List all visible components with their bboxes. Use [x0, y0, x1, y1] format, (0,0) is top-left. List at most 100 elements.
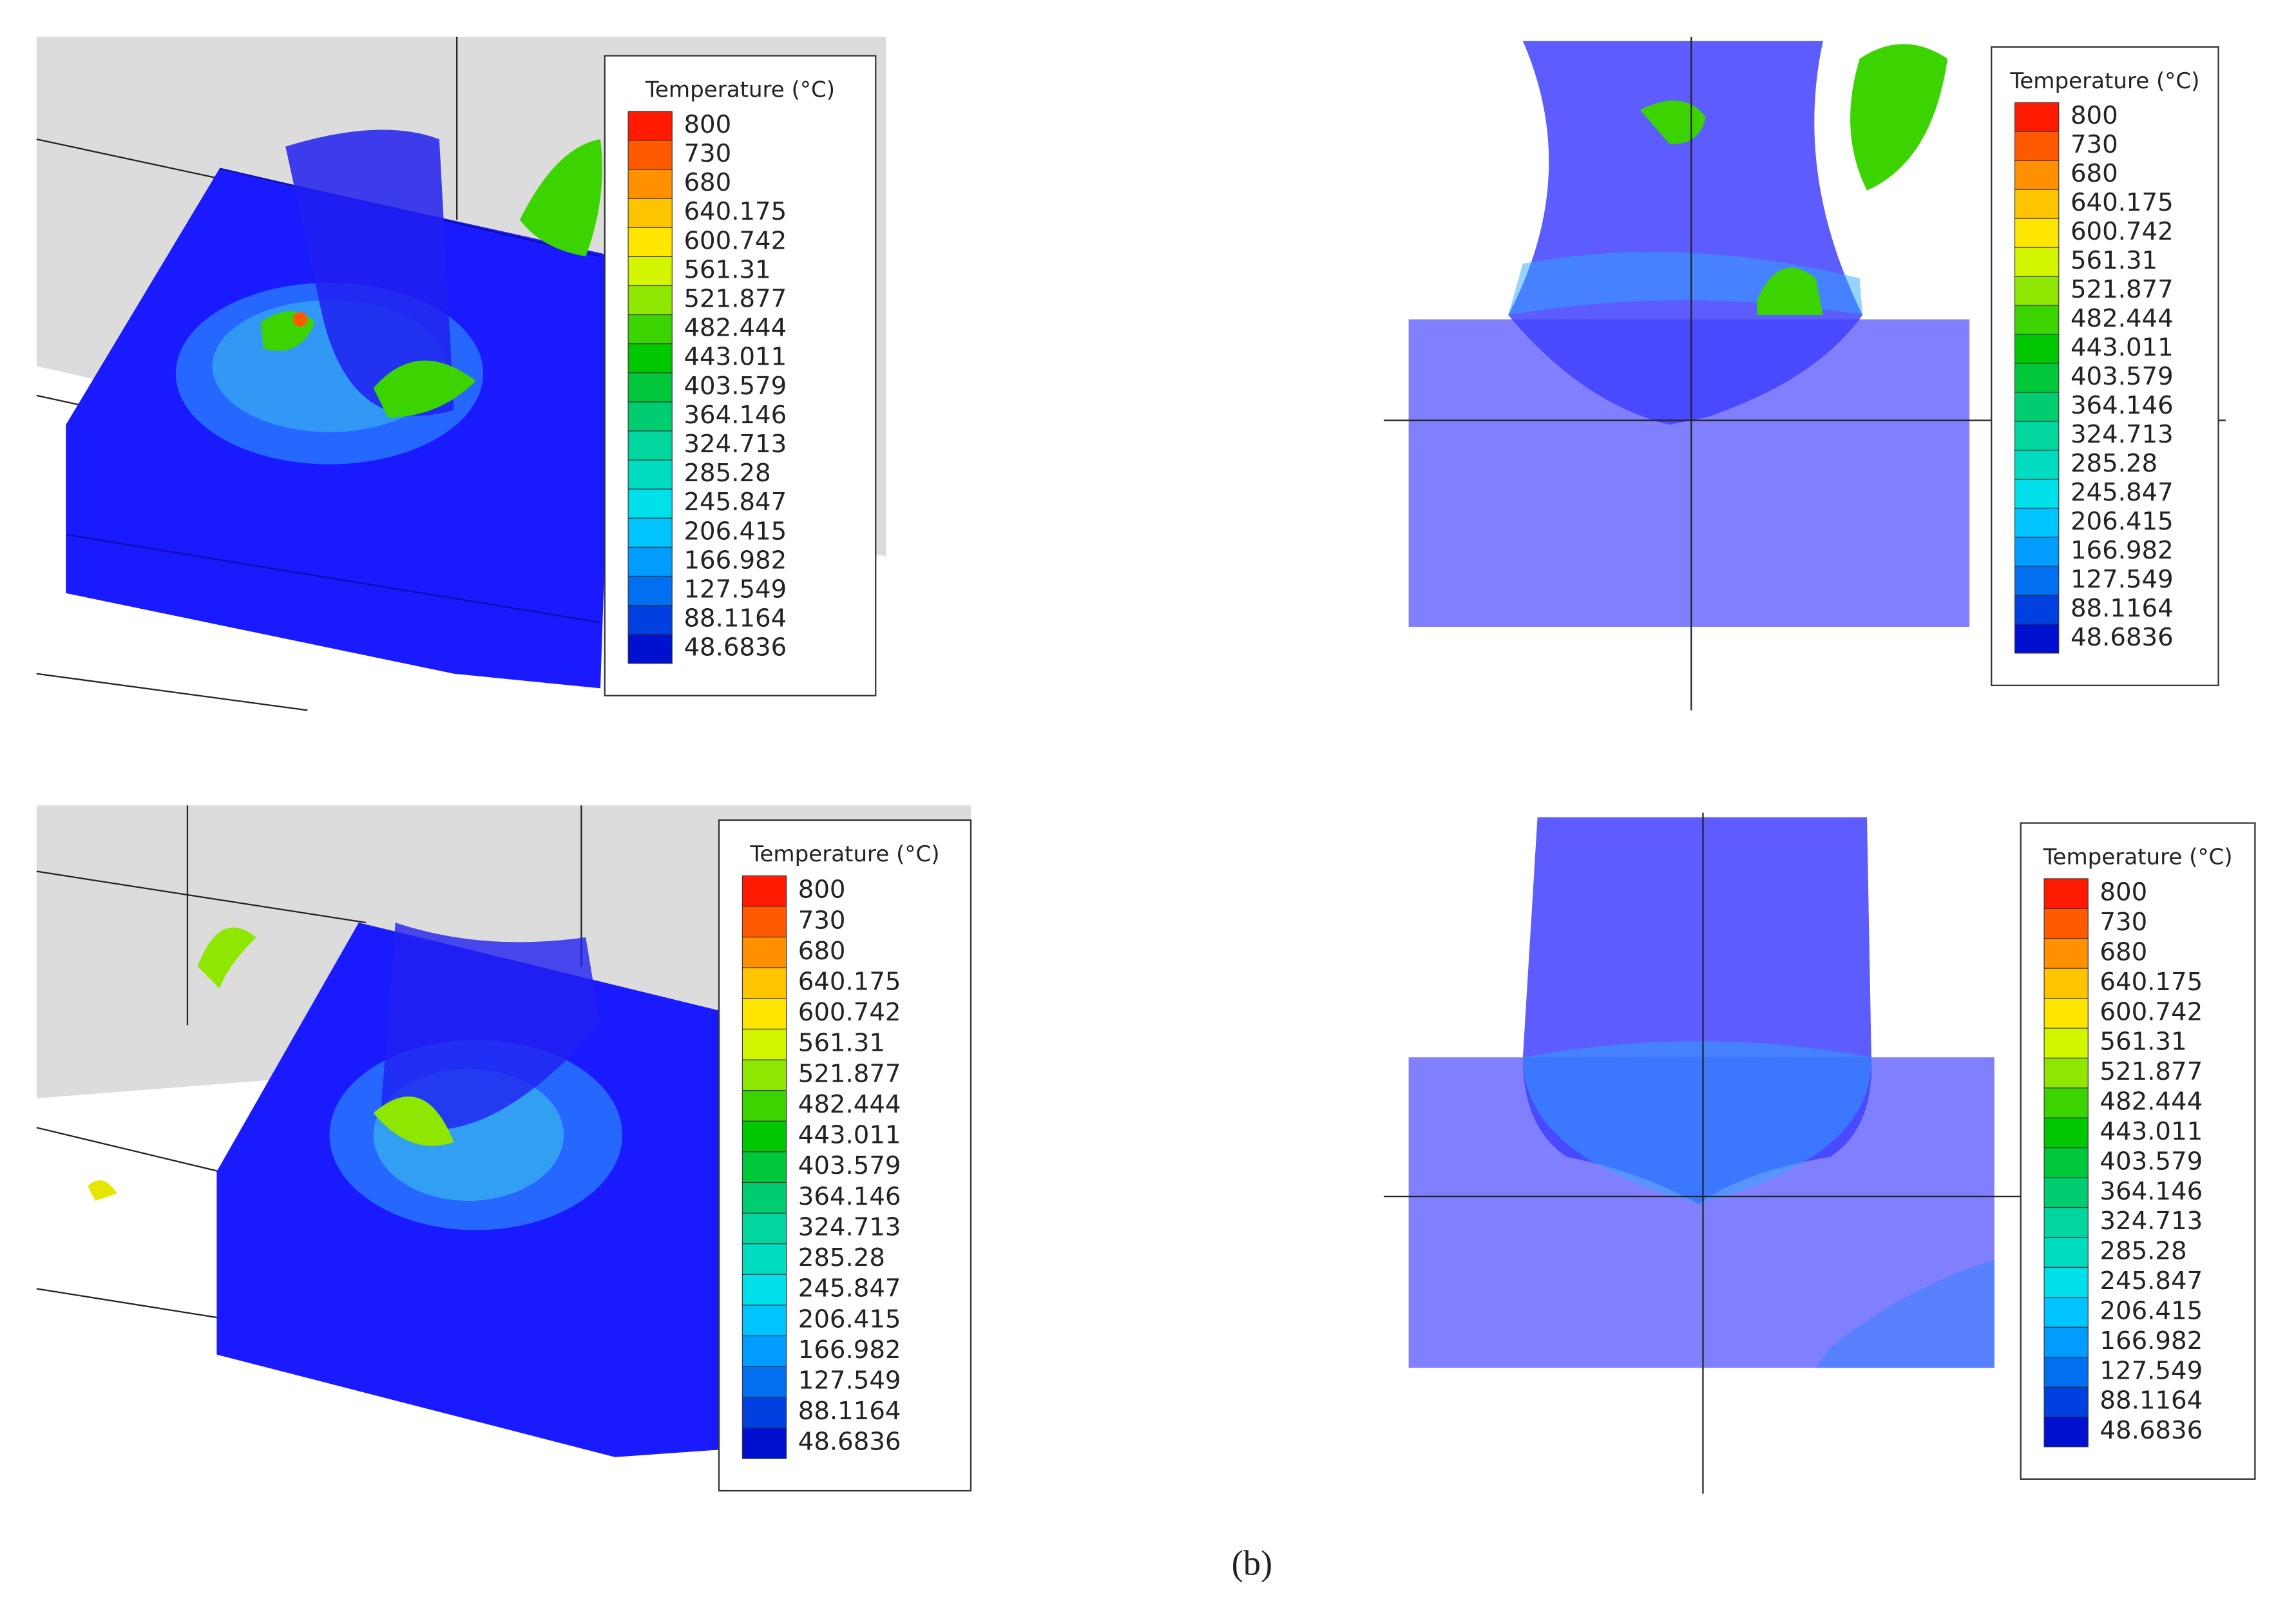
swatch: [2014, 131, 2060, 161]
legend-label: 206.415: [798, 1305, 901, 1334]
swatch: [627, 372, 673, 403]
swatch: [2014, 392, 2060, 422]
legend-label: 443.011: [798, 1121, 901, 1150]
legend: Temperature (°C)800730680640.175600.7425…: [1991, 46, 2219, 687]
legend-label: 600.742: [2071, 217, 2174, 246]
swatch: [2014, 450, 2060, 480]
legend-label: 800: [2100, 878, 2147, 907]
swatch: [741, 906, 787, 938]
legend-label: 166.982: [798, 1335, 901, 1364]
swatch: [627, 488, 673, 519]
swatch: [2043, 878, 2089, 909]
legend-label: 482.444: [2100, 1087, 2203, 1116]
swatch: [627, 169, 673, 199]
swatch: [627, 546, 673, 577]
legend: Temperature (°C)800730680640.175600.7425…: [718, 819, 972, 1492]
swatch: [2014, 479, 2060, 509]
legend-label: 730: [684, 139, 731, 168]
legend-label: 206.415: [684, 517, 787, 546]
swatch: [2043, 1357, 2089, 1388]
legend-label: 88.1164: [2100, 1386, 2203, 1415]
legend-label: 245.847: [684, 488, 787, 517]
legend-label: 680: [798, 937, 846, 966]
legend-label: 127.549: [2100, 1356, 2203, 1385]
legend-label: 403.579: [684, 372, 787, 401]
swatch: [627, 198, 673, 228]
legend-label: 285.28: [2071, 449, 2157, 478]
legend-label: 364.146: [2071, 391, 2174, 420]
legend-title: Temperature (°C): [2042, 845, 2232, 870]
legend-label: 680: [2071, 159, 2118, 188]
legend-title: Temperature (°C): [2009, 68, 2199, 94]
swatch: [741, 1028, 787, 1060]
swatch: [627, 314, 673, 345]
legend-label: 443.011: [2071, 333, 2174, 362]
swatch: [2043, 1326, 2089, 1358]
swatch: [2043, 1267, 2089, 1298]
legend-label: 680: [684, 168, 731, 197]
swatch: [741, 1335, 787, 1367]
legend-label: 324.713: [684, 430, 787, 459]
swatch: [2014, 363, 2060, 393]
legend-label: 482.444: [2071, 304, 2174, 333]
swatch: [741, 1305, 787, 1337]
legend-label: 403.579: [2071, 362, 2174, 391]
scene-2: [1383, 36, 2226, 711]
legend-label: 48.6836: [2071, 623, 2174, 652]
swatch: [741, 1059, 787, 1091]
legend-label: 88.1164: [798, 1397, 901, 1426]
legend-label: 48.6836: [798, 1428, 901, 1457]
legend-label: 88.1164: [684, 604, 787, 633]
swatch: [2043, 1177, 2089, 1209]
caption: (b): [1232, 1544, 1273, 1583]
swatch: [2014, 305, 2060, 335]
legend-label: 561.31: [2100, 1028, 2186, 1057]
swatch: [2043, 1297, 2089, 1328]
swatch: [627, 343, 673, 374]
legend-label: 730: [2071, 130, 2118, 159]
swatch: [627, 140, 673, 170]
swatch: [2014, 102, 2060, 132]
swatch: [2043, 1087, 2089, 1118]
legend-label: 680: [2100, 937, 2147, 966]
legend-label: 800: [2071, 101, 2118, 130]
legend-label: 482.444: [684, 314, 787, 343]
swatch: [741, 1274, 787, 1306]
legend-label: 600.742: [684, 226, 787, 255]
legend-label: 640.175: [2100, 968, 2203, 997]
legend-label: 364.146: [798, 1182, 901, 1211]
legend-label: 482.444: [798, 1090, 901, 1119]
legend-label: 443.011: [684, 343, 787, 372]
legend-label: 206.415: [2071, 507, 2174, 536]
legend-label: 285.28: [684, 459, 770, 488]
legend-label: 166.982: [2071, 536, 2174, 565]
legend-label: 285.28: [2100, 1237, 2186, 1266]
swatch: [2014, 247, 2060, 277]
swatch: [627, 459, 673, 490]
legend-label: 561.31: [798, 1029, 885, 1058]
swatch: [741, 1151, 787, 1183]
legend-label: 127.549: [798, 1366, 901, 1395]
legend-label: 521.877: [2100, 1057, 2203, 1086]
swatch: [2014, 624, 2060, 654]
swatch: [627, 605, 673, 635]
swatch: [2043, 1416, 2089, 1448]
legend-label: 245.847: [2071, 478, 2174, 507]
swatch: [741, 875, 787, 907]
legend-label: 730: [2100, 908, 2147, 937]
scene-4: [1383, 812, 2255, 1494]
swatch: [627, 285, 673, 316]
legend-label: 245.847: [798, 1274, 901, 1303]
swatch: [627, 634, 673, 664]
legend-label: 364.146: [684, 401, 787, 430]
swatch: [2043, 1028, 2089, 1058]
swatch: [2043, 998, 2089, 1029]
swatch: [2014, 334, 2060, 364]
swatch: [741, 1427, 787, 1459]
swatch: [2043, 908, 2089, 939]
swatch: [2043, 968, 2089, 999]
legend-label: 48.6836: [684, 633, 787, 662]
swatch: [627, 256, 673, 287]
legend-label: 127.549: [2071, 565, 2174, 594]
